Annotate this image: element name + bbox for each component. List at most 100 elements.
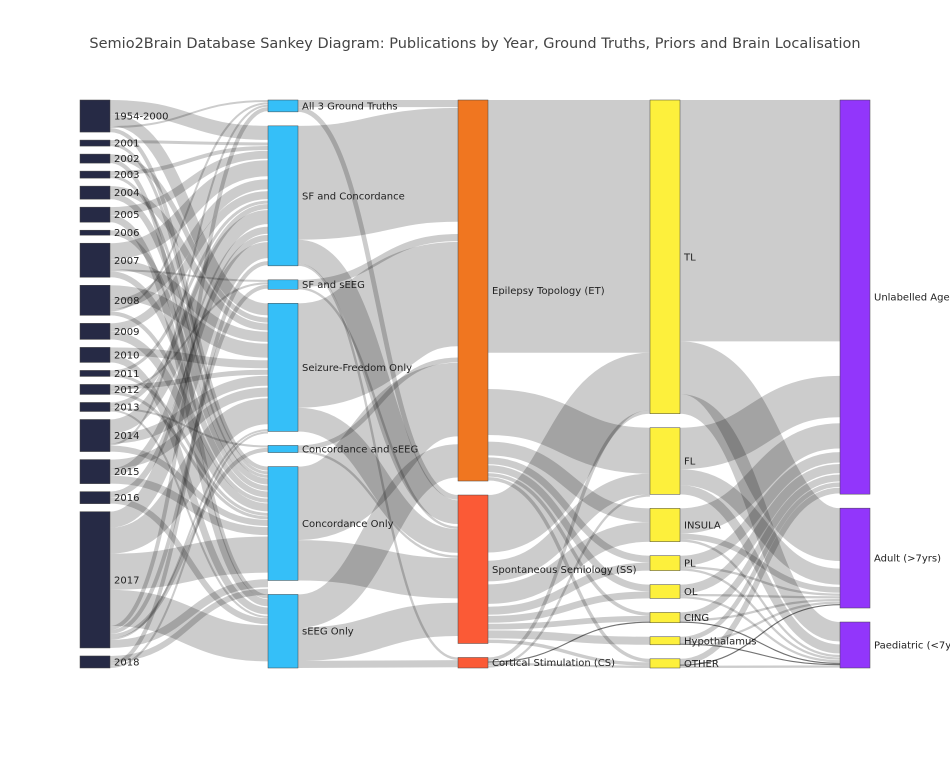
link-2017-to-seizure-freedom-only[interactable]: [109, 429, 269, 640]
link-epilepsy-topology-et-to-ol[interactable]: [487, 465, 651, 592]
link-seeg-only-to-cortical-stimulation-cs[interactable]: [297, 660, 459, 669]
node-tl[interactable]: [649, 99, 681, 414]
link-2001-to-sf-and-concordance[interactable]: [109, 140, 269, 146]
link-2009-to-concordance-only[interactable]: [109, 331, 269, 512]
node-2015[interactable]: [79, 459, 111, 484]
node-2003[interactable]: [79, 170, 111, 179]
link-2017-to-seizure-freedom-only[interactable]: [108, 398, 270, 554]
node-2001[interactable]: [79, 139, 111, 147]
link-2014-to-all-3-ground-truths[interactable]: [109, 104, 269, 446]
link-hypothalamus-to-adult-7yrs[interactable]: [679, 601, 841, 644]
link-spontaneous-semiology-ss-to-pl[interactable]: [487, 562, 651, 615]
link-concordance-only-to-epilepsy-topology-et[interactable]: [295, 362, 461, 541]
link-epilepsy-topology-et-to-cing[interactable]: [487, 473, 651, 616]
node-all-3-ground-truths[interactable]: [267, 99, 299, 113]
node-2012[interactable]: [79, 384, 111, 395]
link-2015-to-concordance-only[interactable]: [109, 475, 269, 536]
node-adult-7yrs[interactable]: [839, 507, 871, 609]
link-fl-to-adult-7yrs[interactable]: [679, 469, 841, 585]
link-cortical-stimulation-cs-to-tl[interactable]: [487, 410, 651, 661]
link-cortical-stimulation-cs-to-fl[interactable]: [487, 494, 651, 668]
link-2017-to-concordance-and-seeg[interactable]: [109, 447, 269, 638]
link-2017-to-sf-and-seeg[interactable]: [109, 284, 269, 634]
link-2007-to-seizure-freedom-only[interactable]: [109, 259, 269, 342]
node-sf-and-concordance[interactable]: [267, 125, 299, 267]
link-2003-to-concordance-only[interactable]: [109, 175, 269, 478]
link-epilepsy-topology-et-to-other[interactable]: [487, 477, 651, 663]
link-2011-to-sf-and-concordance[interactable]: [109, 200, 269, 374]
link-insula-to-paediatric-7yrs[interactable]: [679, 539, 841, 658]
link-pl-to-adult-7yrs[interactable]: [679, 566, 841, 596]
link-spontaneous-semiology-ss-to-other[interactable]: [487, 639, 651, 666]
link-2014-to-concordance-only[interactable]: [109, 445, 269, 526]
link-2003-to-sf-and-concordance[interactable]: [109, 146, 269, 176]
link-2013-to-seeg-only[interactable]: [109, 409, 269, 618]
link-2018-to-sf-and-concordance[interactable]: [109, 261, 269, 666]
link-2008-to-concordance-only[interactable]: [109, 311, 269, 503]
node-other[interactable]: [649, 658, 681, 669]
link-2016-to-sf-and-concordance[interactable]: [109, 235, 269, 498]
link-2010-to-seeg-only[interactable]: [109, 355, 269, 615]
node-2005[interactable]: [79, 206, 111, 223]
link-tl-to-paediatric-7yrs[interactable]: [678, 394, 842, 642]
node-concordance-only[interactable]: [267, 466, 299, 581]
link-ol-to-unlabelled-age[interactable]: [679, 463, 841, 594]
link-cing-to-unlabelled-age[interactable]: [679, 474, 841, 620]
node-seeg-only[interactable]: [267, 594, 299, 669]
node-2013[interactable]: [79, 402, 111, 412]
link-2011-to-concordance-only[interactable]: [109, 373, 269, 516]
link-spontaneous-semiology-ss-to-ol[interactable]: [487, 591, 651, 623]
link-spontaneous-semiology-ss-to-insula[interactable]: [487, 522, 651, 604]
link-2017-to-concordance-only[interactable]: [109, 536, 269, 590]
link-2008-to-sf-and-concordance[interactable]: [109, 179, 269, 310]
link-2012-to-sf-and-seeg[interactable]: [109, 282, 269, 392]
link-2002-to-seeg-only[interactable]: [109, 159, 269, 599]
link-epilepsy-topology-et-to-fl[interactable]: [487, 389, 651, 474]
link-1954-2000-to-sf-and-concordance[interactable]: [109, 100, 269, 140]
link-seizure-freedom-only-to-epilepsy-topology-et[interactable]: [295, 241, 461, 408]
link-cortical-stimulation-cs-to-cing[interactable]: [487, 621, 651, 663]
link-fl-to-unlabelled-age[interactable]: [679, 375, 841, 470]
link-1954-2000-to-concordance-only[interactable]: [109, 128, 269, 471]
link-spontaneous-semiology-ss-to-cing[interactable]: [487, 615, 651, 630]
link-2009-to-sf-and-concordance[interactable]: [109, 191, 269, 332]
link-2017-to-seeg-only[interactable]: [109, 589, 269, 662]
node-2006[interactable]: [79, 229, 111, 236]
link-2005-to-seeg-only[interactable]: [109, 215, 269, 607]
link-sf-and-concordance-to-epilepsy-topology-et[interactable]: [297, 107, 459, 240]
node-seizure-freedom-only[interactable]: [267, 303, 299, 432]
link-ol-to-adult-7yrs[interactable]: [679, 593, 841, 599]
node-2010[interactable]: [79, 347, 111, 363]
link-cortical-stimulation-cs-to-other[interactable]: [487, 662, 651, 669]
node-pl[interactable]: [649, 555, 681, 571]
link-tl-to-adult-7yrs[interactable]: [677, 341, 843, 562]
link-epilepsy-topology-et-to-pl[interactable]: [487, 457, 651, 563]
node-2009[interactable]: [79, 323, 111, 340]
link-concordance-and-seeg-to-epilepsy-topology-et[interactable]: [297, 357, 459, 451]
node-2007[interactable]: [79, 242, 111, 278]
link-2008-to-all-3-ground-truths[interactable]: [109, 102, 269, 312]
link-2008-to-seizure-freedom-only[interactable]: [109, 285, 269, 358]
link-cing-to-adult-7yrs[interactable]: [679, 598, 841, 622]
link-hypothalamus-to-paediatric-7yrs[interactable]: [679, 643, 841, 666]
node-fl[interactable]: [649, 427, 681, 495]
link-2016-to-seeg-only[interactable]: [109, 497, 269, 625]
link-2007-to-sf-and-seeg[interactable]: [109, 269, 269, 282]
link-fl-to-paediatric-7yrs[interactable]: [679, 485, 841, 654]
link-concordance-and-seeg-to-spontaneous-semiology-ss[interactable]: [297, 450, 459, 558]
node-2017[interactable]: [79, 511, 111, 649]
node-unlabelled-age[interactable]: [839, 99, 871, 495]
link-all-3-ground-truths-to-spontaneous-semiology-ss[interactable]: [297, 107, 459, 500]
link-2017-to-concordance-only[interactable]: [109, 579, 269, 648]
node-insula[interactable]: [649, 508, 681, 542]
link-insula-to-unlabelled-age[interactable]: [679, 423, 841, 534]
link-spontaneous-semiology-ss-to-tl[interactable]: [485, 352, 653, 553]
link-epilepsy-topology-et-to-insula[interactable]: [487, 441, 651, 523]
node-2002[interactable]: [79, 153, 111, 164]
node-paediatric-7yrs[interactable]: [839, 621, 871, 669]
link-2014-to-seizure-freedom-only[interactable]: [109, 375, 269, 444]
link-seizure-freedom-only-to-spontaneous-semiology-ss[interactable]: [297, 407, 459, 553]
link-other-to-adult-7yrs[interactable]: [679, 604, 841, 666]
node-2018[interactable]: [79, 655, 111, 669]
